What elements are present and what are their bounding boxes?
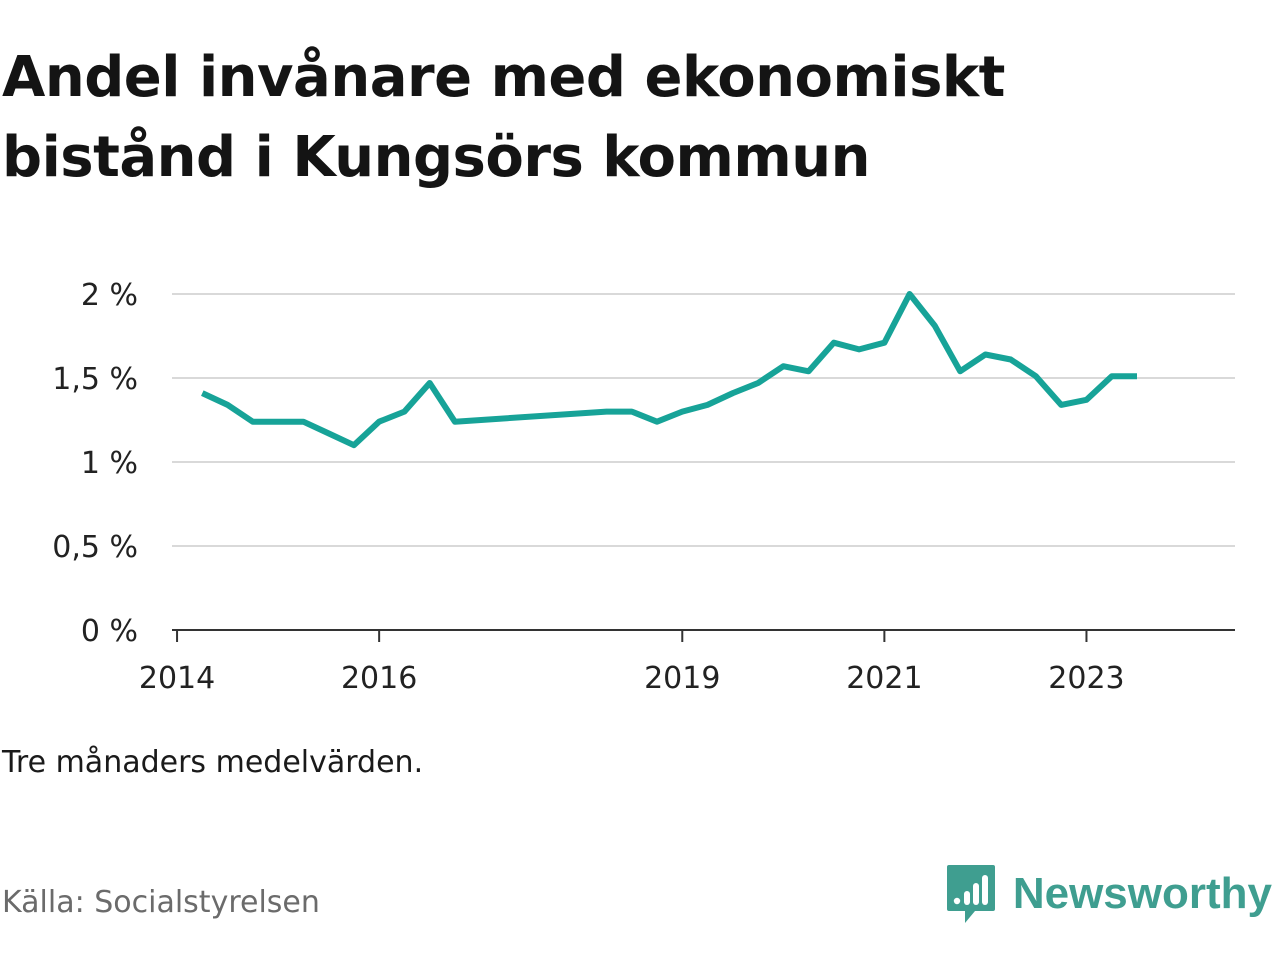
title-line-2: bistånd i Kungsörs kommun <box>2 125 870 190</box>
y-tick-label: 2 % <box>81 278 138 313</box>
x-tick-label: 2021 <box>846 661 922 696</box>
brand-name: Newsworthy <box>1012 869 1272 918</box>
x-tick-label: 2023 <box>1048 661 1124 696</box>
y-tick-label: 0 % <box>81 614 138 649</box>
x-tick-label: 2019 <box>644 661 720 696</box>
chart-note: Tre månaders medelvärden. <box>2 745 424 780</box>
y-tick-label: 1 % <box>81 446 138 481</box>
series-line <box>201 291 1137 449</box>
y-tick-label: 1,5 % <box>52 362 138 397</box>
line-chart: 0 % 0,5 % 1 % 1,5 % 2 % 2014 2016 2019 2021 2023 <box>52 278 1235 696</box>
newsworthy-logo-icon <box>946 865 995 923</box>
brand-logo-block: Newsworthy <box>945 862 1272 926</box>
chart-title: Andel invånare med ekonomiskt bistånd i … <box>2 38 1262 198</box>
title-line-1: Andel invånare med ekonomiskt <box>2 45 1005 110</box>
source-credit: Källa: Socialstyrelsen <box>2 885 320 920</box>
y-tick-label: 0,5 % <box>52 530 138 565</box>
x-tick-label: 2014 <box>139 661 215 696</box>
x-tick-label: 2016 <box>341 661 417 696</box>
